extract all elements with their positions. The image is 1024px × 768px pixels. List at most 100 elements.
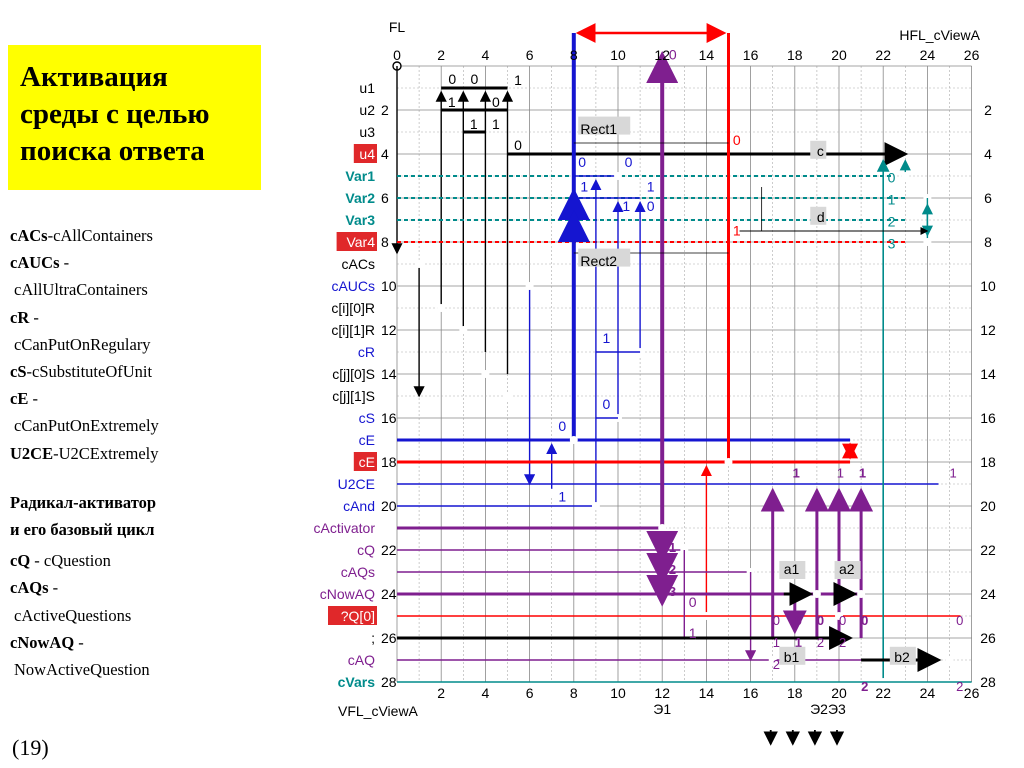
glossary-definition: - <box>74 632 84 652</box>
diagram-label: 0 <box>448 71 456 87</box>
diagram-label: 3 <box>669 584 676 599</box>
top-tick-label: 20 <box>831 47 847 63</box>
glossary-definition: cActiveQuestions <box>14 605 132 625</box>
title-line-2: среды с целью <box>20 98 210 130</box>
glossary-term: Радикал-активатор <box>10 492 157 512</box>
glossary-definition: - <box>28 389 38 409</box>
row-label: cAUCs <box>331 278 375 294</box>
row-number: 14 <box>381 366 397 382</box>
right-tick-label: 8 <box>984 234 992 250</box>
glossary-term: cE <box>10 389 29 409</box>
glossary-entry: и его базовый цикл <box>10 516 260 543</box>
diagram-label: 0 <box>817 613 824 628</box>
bottom-tick-label: 2 <box>437 685 445 701</box>
diagram-label: 2 <box>669 562 676 577</box>
row-label: cS <box>359 410 375 426</box>
fl-axis-label: FL <box>389 19 406 35</box>
right-tick-label: 16 <box>980 410 996 426</box>
row-number: 10 <box>381 278 397 294</box>
diagram-label: 1 <box>622 198 630 214</box>
row-number: 22 <box>381 542 397 558</box>
row-label: cAnd <box>343 498 375 514</box>
e1-label: Э1 <box>653 701 671 717</box>
row-label: cQ <box>357 542 375 558</box>
rect1-label-box <box>578 116 631 135</box>
glossary-definition: -cAllContainers <box>47 226 153 245</box>
row-label-highlight <box>336 232 377 251</box>
glossary-entry: U2CE-U2CExtremely <box>10 440 260 467</box>
row-label: c[i][1]R <box>331 322 375 338</box>
right-tick-label: 2 <box>984 102 992 118</box>
diagram-label: 0 <box>956 613 963 628</box>
glossary-term: и его базовый цикл <box>10 520 155 540</box>
b1-label-box <box>779 646 806 665</box>
glossary-entry: NowActiveQuestion <box>10 656 260 683</box>
row-label-highlight <box>328 606 377 625</box>
diagram-label: 1 <box>492 116 500 132</box>
glossary-definition: NowActiveQuestion <box>14 660 150 680</box>
node-circle <box>481 370 490 378</box>
row-label: cAQs <box>341 564 375 580</box>
diagram-label: 0 <box>795 613 802 628</box>
diagram-label: 1 <box>888 192 896 208</box>
diagram-label: 0 <box>669 46 677 62</box>
bottom-tick-label: 18 <box>787 685 803 701</box>
row-label: u2 <box>359 102 375 118</box>
glossary-term: cACs <box>10 226 48 245</box>
top-tick-label: 26 <box>964 47 980 63</box>
diagram-label: 0 <box>733 132 741 148</box>
glossary-term: cQ <box>10 551 31 571</box>
top-tick-label: 12 <box>654 47 670 63</box>
title-line-1: Активация <box>20 61 168 93</box>
row-label: c[j][1]S <box>332 388 375 404</box>
row-number: 4 <box>381 146 389 162</box>
right-tick-label: 18 <box>980 454 996 470</box>
glossary-definition: -cSubstituteOfUnit <box>26 362 153 382</box>
title-line-3: поиска ответа <box>20 135 205 167</box>
b2-label: b2 <box>894 649 910 665</box>
glossary-definition: - <box>48 578 59 598</box>
node-circle <box>658 524 667 532</box>
row-number: 6 <box>381 190 389 206</box>
node-circle <box>415 260 424 268</box>
b2-label-box <box>889 646 916 665</box>
bottom-tick-label: 6 <box>526 685 534 701</box>
node-circle <box>923 238 932 246</box>
diagram-label: 0 <box>470 71 478 87</box>
a2-label: a2 <box>839 561 855 577</box>
diagram-label: 1 <box>773 635 780 650</box>
bottom-tick-label: 24 <box>920 685 936 701</box>
diagram-label: 2 <box>861 679 868 694</box>
node-circle <box>835 612 843 620</box>
row-number: 20 <box>381 498 397 514</box>
hfl-axis-label: HFL_cViewA <box>899 27 980 43</box>
row-number: 26 <box>381 630 397 646</box>
c-label-box <box>810 140 827 159</box>
row-label: Var1 <box>345 168 375 184</box>
glossary-entry: cS-cSubstituteOfUnit <box>10 358 260 385</box>
diagram-label: 2 <box>839 635 846 650</box>
node-circle <box>768 656 777 664</box>
rect2-label: Rect2 <box>580 253 617 269</box>
row-label: cE <box>359 432 375 448</box>
c-label: c <box>817 143 824 159</box>
glossary-entry: cQ - cQuestion <box>10 547 260 574</box>
diagram-label: 0 <box>861 613 868 628</box>
diagram-label: 0 <box>492 94 500 110</box>
diagram-label: 2 <box>817 635 824 650</box>
bottom-tick-label: 10 <box>610 685 626 701</box>
right-tick-label: 20 <box>980 498 996 514</box>
glossary-entry: cCanPutOnRegulary <box>10 331 260 358</box>
d-label-box <box>810 206 827 225</box>
node-circle <box>857 590 866 598</box>
node-circle <box>459 326 468 334</box>
glossary-definition: - cQuestion <box>30 551 111 571</box>
row-label: cVars <box>338 674 376 690</box>
diagram-label: 0 <box>839 613 846 628</box>
top-tick-label: 8 <box>570 47 578 63</box>
node-circle <box>591 502 600 510</box>
glossary-term: cAUCs <box>10 253 60 273</box>
diagram-label: 0 <box>603 396 611 412</box>
right-tick-label: 4 <box>984 146 992 162</box>
